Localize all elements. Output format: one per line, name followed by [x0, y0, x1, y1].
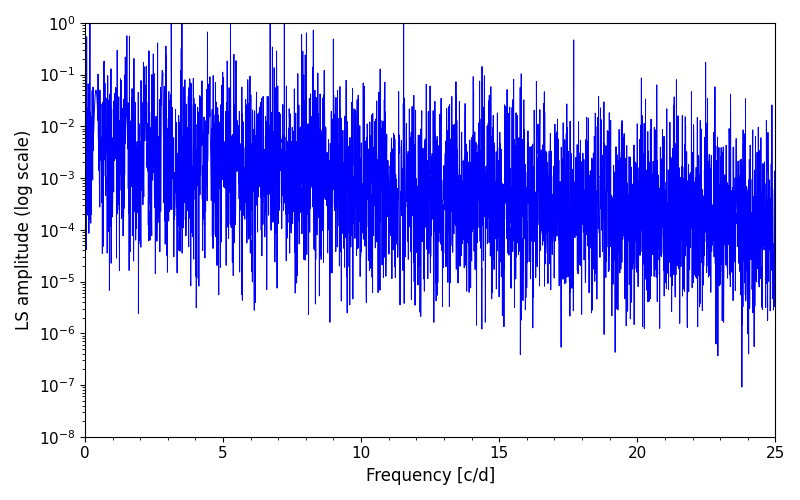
X-axis label: Frequency [c/d]: Frequency [c/d]: [366, 467, 494, 485]
Y-axis label: LS amplitude (log scale): LS amplitude (log scale): [15, 130, 33, 330]
